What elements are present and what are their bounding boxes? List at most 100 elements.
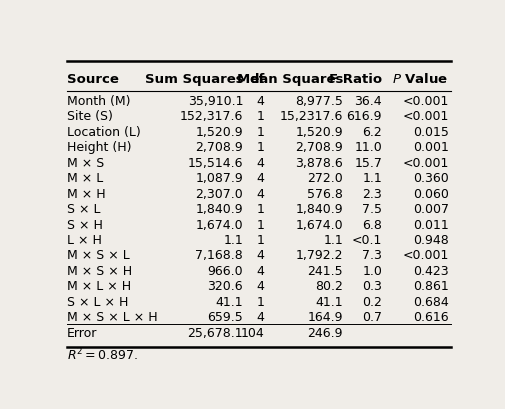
Text: 1: 1 — [257, 202, 265, 216]
Text: 4: 4 — [257, 187, 265, 200]
Text: Sum Squares: Sum Squares — [144, 72, 243, 85]
Text: 616.9: 616.9 — [346, 110, 382, 123]
Text: <0.001: <0.001 — [402, 110, 448, 123]
Text: 0.011: 0.011 — [413, 218, 448, 231]
Text: 6.2: 6.2 — [363, 126, 382, 138]
Text: $\it{P}$ Value: $\it{P}$ Value — [392, 72, 448, 86]
Text: <0.001: <0.001 — [402, 94, 448, 108]
Text: 104: 104 — [241, 326, 265, 339]
Text: 4: 4 — [257, 172, 265, 185]
Text: 2.3: 2.3 — [363, 187, 382, 200]
Text: 4: 4 — [257, 94, 265, 108]
Text: 11.0: 11.0 — [355, 141, 382, 154]
Text: 0.616: 0.616 — [413, 310, 448, 324]
Text: Mean Squares: Mean Squares — [236, 72, 343, 85]
Text: 0.423: 0.423 — [413, 264, 448, 277]
Text: 4: 4 — [257, 249, 265, 262]
Text: 0.001: 0.001 — [413, 141, 448, 154]
Text: 1.1: 1.1 — [323, 234, 343, 246]
Text: $R^2 = 0.897.$: $R^2 = 0.897.$ — [67, 346, 138, 363]
Text: 25,678.1: 25,678.1 — [187, 326, 243, 339]
Text: Site (S): Site (S) — [67, 110, 113, 123]
Text: 6.8: 6.8 — [362, 218, 382, 231]
Text: 4: 4 — [257, 264, 265, 277]
Text: S × L: S × L — [67, 202, 100, 216]
Text: 8,977.5: 8,977.5 — [295, 94, 343, 108]
Text: 0.2: 0.2 — [362, 295, 382, 308]
Text: 15,514.6: 15,514.6 — [188, 156, 243, 169]
Text: 7,168.8: 7,168.8 — [195, 249, 243, 262]
Text: 2,307.0: 2,307.0 — [195, 187, 243, 200]
Text: Error: Error — [67, 326, 97, 339]
Text: 1,674.0: 1,674.0 — [195, 218, 243, 231]
Text: 1,087.9: 1,087.9 — [195, 172, 243, 185]
Text: 1,674.0: 1,674.0 — [295, 218, 343, 231]
Text: 0.3: 0.3 — [362, 280, 382, 293]
Text: 0.015: 0.015 — [413, 126, 448, 138]
Text: 1: 1 — [257, 295, 265, 308]
Text: 659.5: 659.5 — [208, 310, 243, 324]
Text: 0.7: 0.7 — [362, 310, 382, 324]
Text: 0.360: 0.360 — [413, 172, 448, 185]
Text: 1,520.9: 1,520.9 — [295, 126, 343, 138]
Text: <0.1: <0.1 — [351, 234, 382, 246]
Text: M × H: M × H — [67, 187, 106, 200]
Text: 1: 1 — [257, 234, 265, 246]
Text: 576.8: 576.8 — [307, 187, 343, 200]
Text: 1.0: 1.0 — [362, 264, 382, 277]
Text: 4: 4 — [257, 310, 265, 324]
Text: 1: 1 — [257, 141, 265, 154]
Text: 1,840.9: 1,840.9 — [195, 202, 243, 216]
Text: 4: 4 — [257, 280, 265, 293]
Text: 152,317.6: 152,317.6 — [180, 110, 243, 123]
Text: 164.9: 164.9 — [308, 310, 343, 324]
Text: 1.1: 1.1 — [363, 172, 382, 185]
Text: 0.684: 0.684 — [413, 295, 448, 308]
Text: 15,2317.6: 15,2317.6 — [280, 110, 343, 123]
Text: 0.060: 0.060 — [413, 187, 448, 200]
Text: 7.3: 7.3 — [362, 249, 382, 262]
Text: 4: 4 — [257, 156, 265, 169]
Text: 1,792.2: 1,792.2 — [295, 249, 343, 262]
Text: 80.2: 80.2 — [315, 280, 343, 293]
Text: Location (L): Location (L) — [67, 126, 141, 138]
Text: S × H: S × H — [67, 218, 103, 231]
Text: Month (M): Month (M) — [67, 94, 130, 108]
Text: 320.6: 320.6 — [208, 280, 243, 293]
Text: 3,878.6: 3,878.6 — [295, 156, 343, 169]
Text: 36.4: 36.4 — [355, 94, 382, 108]
Text: df: df — [249, 72, 265, 85]
Text: M × S × H: M × S × H — [67, 264, 132, 277]
Text: 0.948: 0.948 — [413, 234, 448, 246]
Text: Source: Source — [67, 72, 119, 85]
Text: 966.0: 966.0 — [208, 264, 243, 277]
Text: M × L × H: M × L × H — [67, 280, 131, 293]
Text: 1,520.9: 1,520.9 — [195, 126, 243, 138]
Text: F Ratio: F Ratio — [329, 72, 382, 85]
Text: 272.0: 272.0 — [307, 172, 343, 185]
Text: 2,708.9: 2,708.9 — [295, 141, 343, 154]
Text: 0.007: 0.007 — [413, 202, 448, 216]
Text: 0.861: 0.861 — [413, 280, 448, 293]
Text: 15.7: 15.7 — [354, 156, 382, 169]
Text: M × S: M × S — [67, 156, 105, 169]
Text: 246.9: 246.9 — [308, 326, 343, 339]
Text: Height (H): Height (H) — [67, 141, 131, 154]
Text: S × L × H: S × L × H — [67, 295, 128, 308]
Text: <0.001: <0.001 — [402, 249, 448, 262]
Text: 41.1: 41.1 — [216, 295, 243, 308]
Text: M × L: M × L — [67, 172, 104, 185]
Text: 41.1: 41.1 — [315, 295, 343, 308]
Text: <0.001: <0.001 — [402, 156, 448, 169]
Text: M × S × L × H: M × S × L × H — [67, 310, 158, 324]
Text: 1: 1 — [257, 110, 265, 123]
Text: 2,708.9: 2,708.9 — [195, 141, 243, 154]
Text: 1: 1 — [257, 218, 265, 231]
Text: 241.5: 241.5 — [308, 264, 343, 277]
Text: M × S × L: M × S × L — [67, 249, 130, 262]
Text: 7.5: 7.5 — [362, 202, 382, 216]
Text: 1,840.9: 1,840.9 — [295, 202, 343, 216]
Text: 1.1: 1.1 — [223, 234, 243, 246]
Text: 35,910.1: 35,910.1 — [188, 94, 243, 108]
Text: L × H: L × H — [67, 234, 102, 246]
